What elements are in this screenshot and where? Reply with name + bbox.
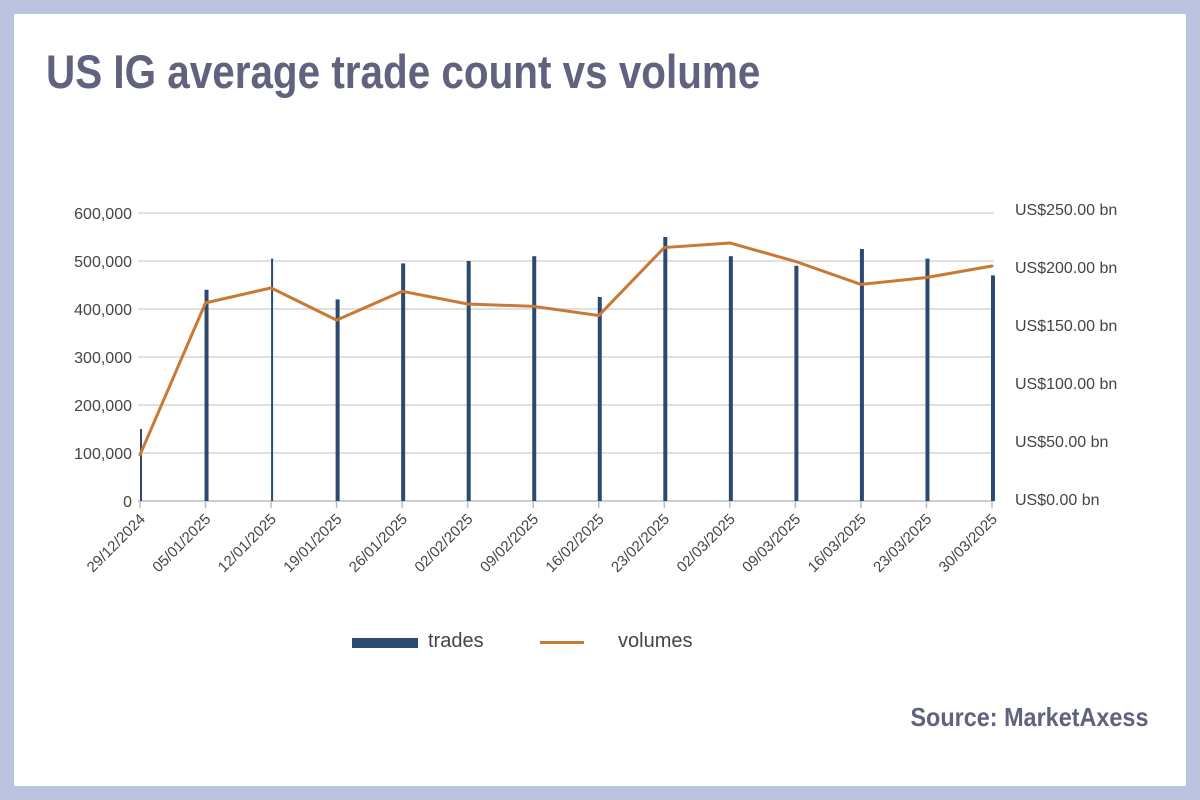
- chart-title: US IG average trade count vs volume: [46, 45, 761, 98]
- trades-bar: [794, 265, 799, 501]
- legend-label-trades: trades: [428, 630, 484, 652]
- left-axis-tick-label: 400,000: [74, 302, 132, 319]
- x-axis-tick-label: 23/03/2025: [870, 511, 935, 576]
- x-axis-tick-label: 29/12/2024: [84, 511, 149, 576]
- legend-swatch-volumes: [540, 641, 584, 644]
- x-axis: 29/12/2024 05/01/2025 12/01/2025 19/01/2025…: [84, 501, 1001, 576]
- x-axis-tick-label: 16/02/2025: [542, 511, 607, 576]
- x-axis-tick-label: 30/03/2025: [936, 511, 1001, 576]
- trades-bar: [271, 258, 274, 501]
- trades-bar: [532, 256, 537, 501]
- x-axis-tick-label: 09/03/2025: [739, 511, 804, 576]
- left-axis-tick-label: 600,000: [74, 206, 132, 223]
- trades-bar: [204, 289, 209, 501]
- x-axis-tick-label: 09/02/2025: [477, 511, 542, 576]
- trades-bars: [140, 237, 995, 501]
- left-axis-tick-label: 100,000: [74, 446, 132, 463]
- x-axis-tick-label: 02/03/2025: [674, 511, 739, 576]
- trades-bar: [466, 261, 471, 501]
- right-axis-tick-label: US$150.00 bn: [1015, 318, 1117, 335]
- right-axis: US$0.00 bn US$50.00 bn US$100.00 bn US$150.…: [1015, 202, 1117, 509]
- x-axis-tick-label: 12/01/2025: [215, 511, 280, 576]
- left-axis-tick-label: 500,000: [74, 254, 132, 271]
- left-axis-tick-label: 300,000: [74, 350, 132, 367]
- trades-bar: [335, 299, 340, 501]
- x-axis-tick-label: 02/02/2025: [411, 511, 476, 576]
- x-axis-tick-label: 19/01/2025: [280, 511, 345, 576]
- legend-label-volumes: volumes: [618, 630, 693, 652]
- x-axis-tick-label: 23/02/2025: [608, 511, 673, 576]
- right-axis-tick-label: US$0.00 bn: [1015, 492, 1100, 509]
- trades-bar: [925, 258, 930, 501]
- right-axis-tick-label: US$50.00 bn: [1015, 434, 1108, 451]
- legend-swatch-trades: [352, 638, 418, 648]
- x-axis-tick-label: 26/01/2025: [346, 511, 411, 576]
- trades-bar: [597, 297, 602, 501]
- trades-bar: [140, 429, 142, 501]
- volumes-line: [138, 241, 994, 457]
- left-axis-tick-label: 200,000: [74, 398, 132, 415]
- trades-bar: [859, 249, 864, 501]
- right-axis-tick-label: US$200.00 bn: [1015, 260, 1117, 277]
- trades-bar: [401, 263, 406, 501]
- trades-bar: [991, 275, 995, 501]
- trades-bar: [728, 256, 733, 501]
- source-note: Source: MarketAxess: [909, 702, 1148, 732]
- right-axis-tick-label: US$100.00 bn: [1015, 376, 1117, 393]
- right-axis-tick-label: US$250.00 bn: [1015, 202, 1117, 219]
- left-axis: 0 100,000 200,000 300,000 400,000 500,000 600,…: [74, 206, 132, 511]
- x-axis-tick-label: 05/01/2025: [149, 511, 214, 576]
- trades-bar: [663, 237, 668, 501]
- left-axis-tick-label: 0: [123, 494, 132, 511]
- gridlines: [138, 212, 994, 502]
- x-axis-tick-label: 16/03/2025: [805, 511, 870, 576]
- volumes-line-layer: [138, 241, 994, 457]
